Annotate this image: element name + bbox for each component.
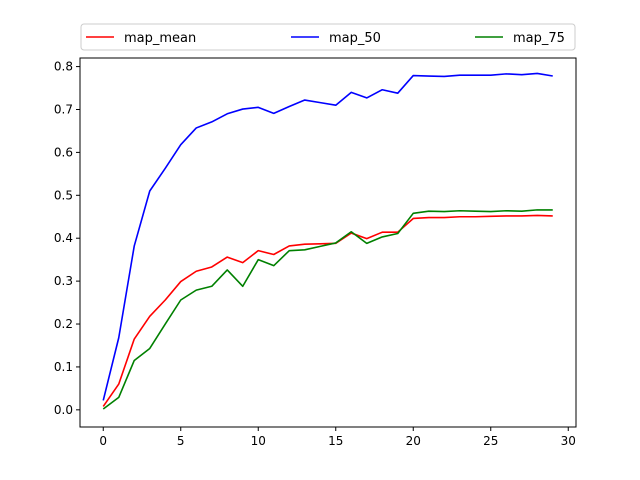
- x-tick-label: 0: [99, 434, 107, 448]
- series-lines: [102, 72, 553, 410]
- axes: 0 5 10 15 20 25 30 0.0 0.1 0.2 0.3 0.4 0.5 0.6 0.7 0.8: [54, 60, 576, 448]
- x-tick-label: 30: [561, 434, 576, 448]
- legend-box: [80, 23, 576, 51]
- plot-frame: [79, 57, 577, 428]
- legend-label-map_75: map_75: [513, 31, 565, 46]
- legend: map_mean map_50 map_75: [80, 23, 576, 51]
- y-tick-label: 0.0: [54, 403, 73, 417]
- y-tick-label: 0.2: [54, 317, 73, 331]
- series-line-map_mean: [102, 214, 553, 407]
- y-tick-label: 0.5: [54, 188, 73, 202]
- x-tick-label: 15: [328, 434, 343, 448]
- series-line-map_50: [102, 72, 553, 401]
- legend-label-map_mean: map_mean: [124, 31, 196, 46]
- x-tick-label: 5: [177, 434, 185, 448]
- y-tick-label: 0.3: [54, 274, 73, 288]
- y-tick-label: 0.6: [54, 145, 73, 159]
- y-tick-label: 0.4: [54, 231, 73, 245]
- y-tick-label: 0.8: [54, 60, 73, 74]
- x-tick-label: 10: [251, 434, 266, 448]
- x-tick-label: 25: [483, 434, 498, 448]
- legend-label-map_50: map_50: [329, 31, 381, 46]
- series-line-map_75: [102, 209, 553, 410]
- y-tick-label: 0.1: [54, 360, 73, 374]
- x-tick-label: 20: [406, 434, 421, 448]
- y-tick-label: 0.7: [54, 102, 73, 116]
